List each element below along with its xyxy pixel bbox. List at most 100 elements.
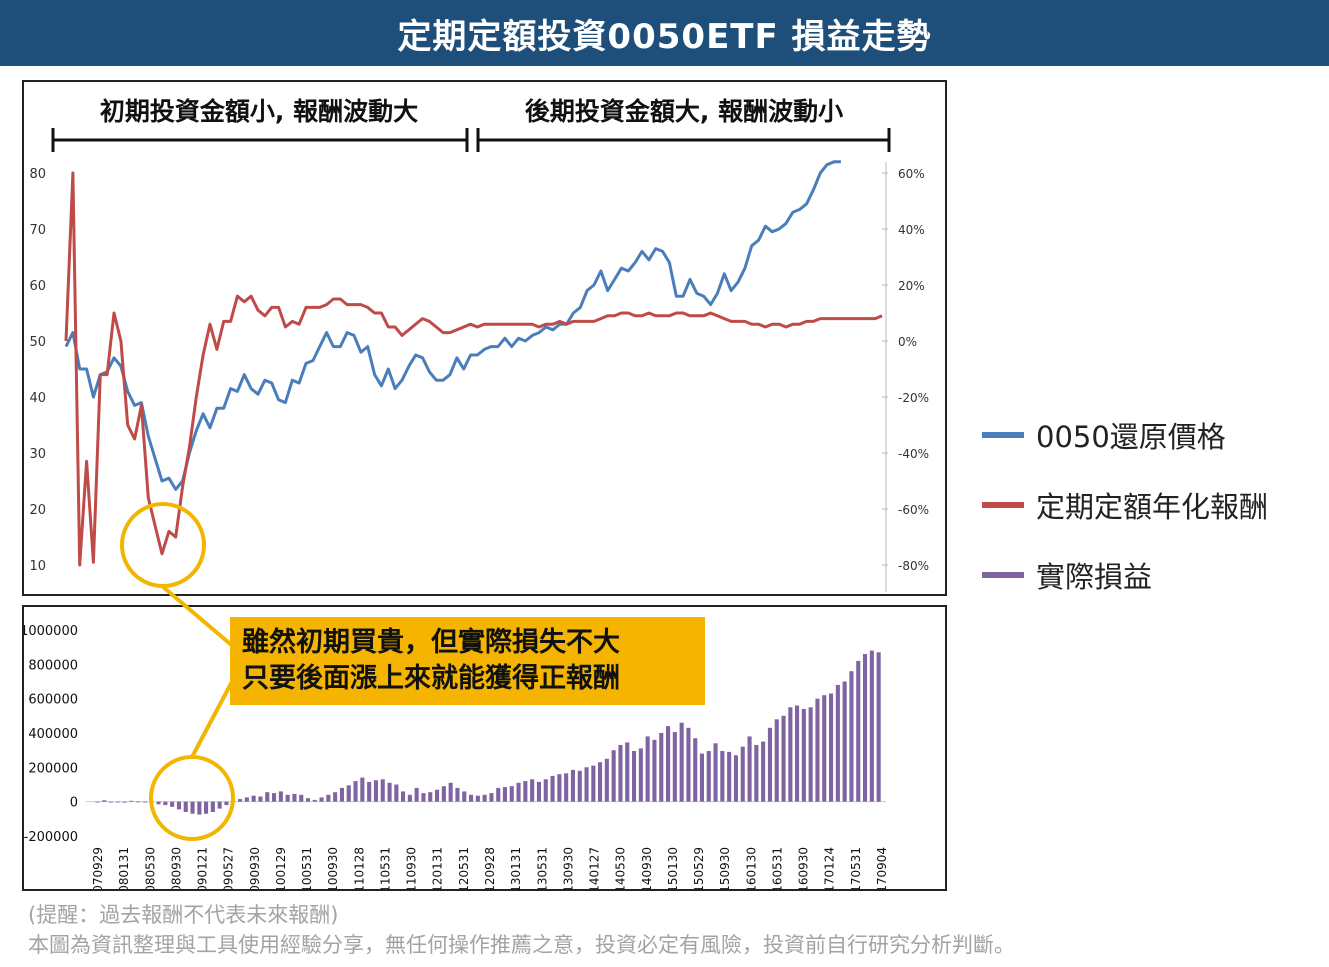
pnl-bar — [299, 794, 304, 802]
pnl-bar — [502, 787, 507, 802]
pnl-bar — [822, 695, 827, 802]
pnl-bar — [720, 751, 725, 802]
right-axis-tick-label: 60% — [898, 167, 925, 181]
right-axis-tick-label: -40% — [898, 447, 929, 461]
pnl-bar — [489, 793, 494, 802]
price-series-line — [64, 160, 841, 491]
pnl-bar — [856, 660, 861, 802]
pnl-bar — [292, 793, 297, 802]
pnl-bar — [754, 745, 759, 802]
pnl-bar — [774, 719, 779, 802]
pnl-bar — [414, 787, 419, 802]
left-axis-tick-label: 10 — [29, 559, 46, 574]
pnl-bar — [591, 765, 596, 802]
pnl-bar — [516, 782, 521, 802]
pnl-bar — [604, 758, 609, 802]
pnl-bar — [666, 726, 671, 802]
footnote: (提醒：過去報酬不代表未來報酬) 本圖為資訊整理與工具使用經驗分享，無任何操作推… — [28, 900, 1015, 960]
legend-label-price: 0050還原價格 — [1036, 420, 1226, 454]
pnl-bar — [693, 738, 698, 802]
bar-axis-tick-label: 600000 — [28, 693, 78, 708]
footnote-line-1: (提醒：過去報酬不代表未來報酬) — [28, 903, 339, 927]
footnote-line-2: 本圖為資訊整理與工具使用經驗分享，無任何操作推薦之意，投資必定有風險，投資前自行… — [28, 933, 1015, 957]
pnl-bar — [570, 769, 575, 802]
left-axis-tick-label: 70 — [29, 223, 46, 238]
bar-axis-tick-label: 0 — [70, 796, 78, 811]
pnl-bar — [210, 801, 215, 812]
pnl-bar — [469, 794, 474, 802]
title-bar: 定期定額投資0050ETF 損益走勢 — [0, 0, 1329, 66]
pnl-bar — [550, 775, 555, 802]
legend-item-return: 定期定額年化報酬 — [982, 470, 1268, 540]
pnl-bar — [421, 793, 426, 802]
pnl-bar — [536, 781, 541, 802]
pnl-bar — [699, 753, 704, 802]
pnl-bar — [360, 777, 365, 802]
pnl-bar — [136, 801, 141, 803]
pnl-bar — [781, 715, 786, 802]
pnl-bar — [129, 800, 134, 802]
pnl-bar — [876, 652, 881, 802]
early-period-label: 初期投資金額小, 報酬波動大 — [100, 97, 418, 126]
right-axis-tick-label: 40% — [898, 223, 925, 237]
pnl-bar — [305, 798, 310, 802]
pnl-bar — [346, 785, 351, 802]
bar-axis-tick-label: 800000 — [28, 658, 78, 673]
bar-axis-tick-label: 1000000 — [24, 624, 78, 639]
pnl-bar — [598, 762, 603, 802]
right-axis-tick-label: -20% — [898, 391, 929, 405]
right-axis-tick-label: 20% — [898, 279, 925, 293]
bar-axis-tick-label: 400000 — [28, 727, 78, 742]
pnl-bar — [272, 793, 277, 802]
pnl-bar — [584, 767, 589, 802]
pnl-bar — [394, 784, 399, 802]
pnl-bar — [801, 709, 806, 802]
legend-item-pnl: 實際損益 — [982, 540, 1268, 610]
period-brackets — [51, 128, 891, 152]
legend: 0050還原價格 定期定額年化報酬 實際損益 — [982, 400, 1268, 610]
pnl-bar — [509, 786, 514, 802]
pnl-bar — [632, 751, 637, 802]
callout-box: 雖然初期買貴，但實際損失不大 只要後面漲上來就能獲得正報酬 — [230, 617, 705, 705]
pnl-bar — [122, 801, 127, 803]
left-axis-tick-label: 40 — [29, 391, 46, 406]
pnl-bar — [170, 801, 175, 807]
bar-axis-tick-label: 200000 — [28, 761, 78, 776]
pnl-bar — [435, 789, 440, 802]
pnl-bar — [251, 795, 256, 802]
pnl-bar — [652, 739, 657, 802]
pnl-bar — [190, 801, 195, 814]
left-axis-tick-label: 60 — [29, 279, 46, 294]
pnl-bar — [312, 799, 317, 802]
pnl-bar — [367, 781, 372, 802]
pnl-bar — [102, 800, 107, 802]
left-axis-tick-label: 30 — [29, 447, 46, 462]
pnl-bar — [733, 755, 738, 802]
pnl-bar — [448, 782, 453, 802]
bar-chart-panel: 1000000 800000 600000 400000 200000 0 -200000 … — [20, 605, 947, 908]
pnl-bar — [373, 780, 378, 802]
pnl-bar — [659, 733, 664, 802]
left-axis-tick-label: 20 — [29, 503, 46, 518]
pnl-bar — [835, 684, 840, 802]
pnl-bar — [740, 746, 745, 802]
pnl-bar — [686, 727, 691, 802]
pnl-bar — [319, 797, 324, 802]
pnl-bar — [482, 794, 487, 802]
pnl-bar — [727, 751, 732, 802]
pnl-bar — [564, 773, 569, 802]
pnl-bar — [176, 801, 181, 810]
pnl-bar — [747, 736, 752, 802]
pnl-bar — [265, 792, 270, 802]
pnl-bar — [258, 796, 263, 802]
pnl-bar — [523, 781, 528, 802]
pnl-bar — [278, 791, 283, 802]
pnl-bar — [611, 750, 616, 802]
pnl-bar — [829, 693, 834, 802]
pnl-bar — [142, 801, 147, 803]
pnl-bar — [475, 795, 480, 802]
bar-series-group — [95, 650, 881, 815]
pnl-bar — [380, 779, 385, 802]
pnl-bar — [761, 741, 766, 802]
pnl-bar — [795, 705, 800, 802]
